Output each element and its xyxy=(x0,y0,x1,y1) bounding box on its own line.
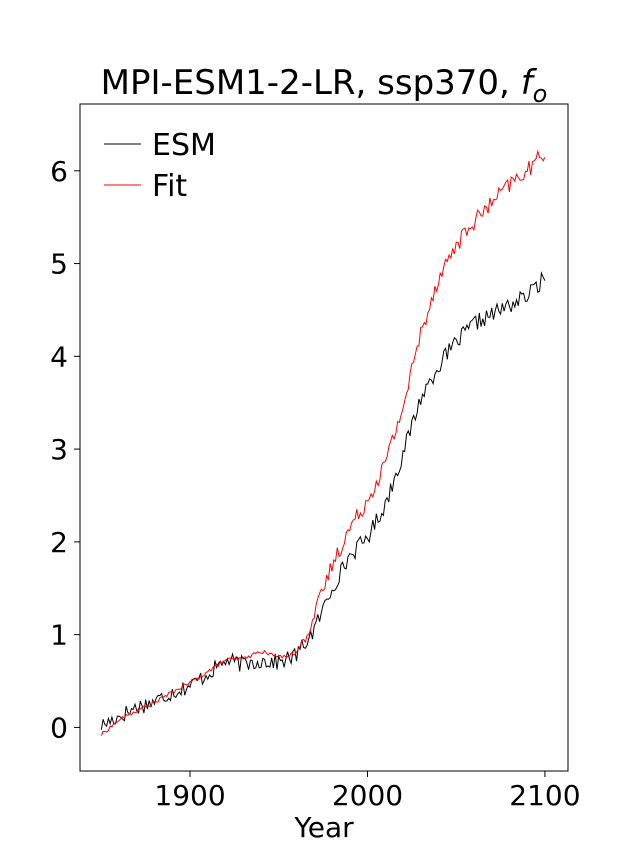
legend: ESM Fit xyxy=(104,128,216,204)
series-line-fit xyxy=(100,149,546,736)
legend-label-esm: ESM xyxy=(152,128,216,163)
y-tick-label: 1 xyxy=(50,619,68,652)
x-tick-label: 2000 xyxy=(332,779,403,812)
plot-frame xyxy=(79,103,569,772)
y-axis: 0 1 2 3 4 5 6 xyxy=(50,155,80,744)
series-line-esm xyxy=(100,271,546,730)
y-tick-label: 3 xyxy=(50,433,68,466)
x-axis-label: Year xyxy=(293,811,354,844)
legend-label-fit: Fit xyxy=(152,169,187,204)
y-tick-label: 2 xyxy=(50,526,68,559)
chart-title: MPI-ESM1-2-LR, ssp370, fo xyxy=(101,63,548,108)
x-axis: 1900 2000 2100 xyxy=(154,771,581,812)
y-tick-label: 0 xyxy=(50,711,68,744)
x-tick-label: 2100 xyxy=(509,779,580,812)
y-tick-label: 4 xyxy=(50,340,68,373)
y-tick-label: 5 xyxy=(50,248,68,281)
x-tick-label: 1900 xyxy=(154,779,225,812)
y-tick-label: 6 xyxy=(50,155,68,188)
series-layer xyxy=(100,149,546,736)
